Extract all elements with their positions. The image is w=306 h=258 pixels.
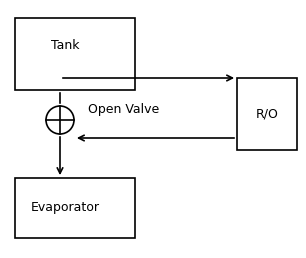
Text: Open Valve: Open Valve (88, 103, 159, 117)
Circle shape (46, 106, 74, 134)
Bar (237, 78, 297, 150)
Text: Tank: Tank (51, 39, 80, 52)
Bar (15, 18, 135, 90)
Text: Evaporator: Evaporator (31, 201, 100, 214)
Bar (15, 178, 135, 238)
Text: R/O: R/O (256, 108, 278, 120)
